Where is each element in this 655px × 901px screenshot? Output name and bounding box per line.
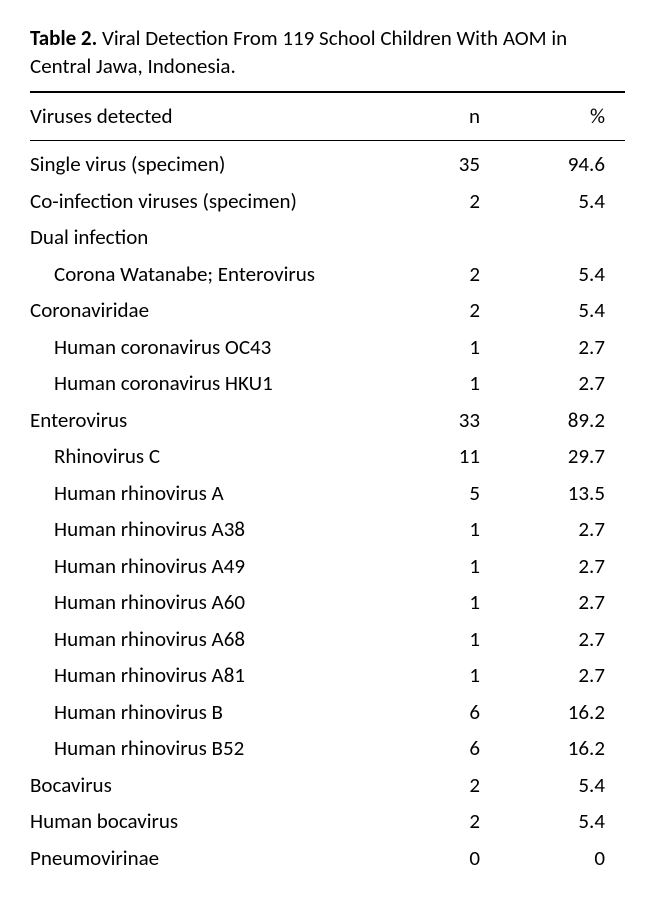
row-n: 1 bbox=[385, 548, 500, 585]
row-n: 1 bbox=[385, 621, 500, 658]
row-pct: 5.4 bbox=[500, 804, 625, 841]
table-row: Rhinovirus C1129.7 bbox=[30, 439, 625, 476]
table-row: Human rhinovirus A3812.7 bbox=[30, 512, 625, 549]
table-row: Dual infection bbox=[30, 220, 625, 257]
row-label: Bocavirus bbox=[30, 767, 385, 804]
row-label: Human coronavirus OC43 bbox=[30, 329, 385, 366]
row-n: 33 bbox=[385, 402, 500, 439]
row-label: Single virus (specimen) bbox=[30, 141, 385, 184]
table-header-row: Viruses detected n % bbox=[30, 92, 625, 141]
row-n: 11 bbox=[385, 439, 500, 476]
row-n: 1 bbox=[385, 329, 500, 366]
col-header-n: n bbox=[385, 92, 500, 141]
table-row: Human bocavirus25.4 bbox=[30, 804, 625, 841]
row-n: 1 bbox=[385, 512, 500, 549]
table-row: Human rhinovirus B52616.2 bbox=[30, 731, 625, 768]
table-row: Human rhinovirus A6012.7 bbox=[30, 585, 625, 622]
row-pct: 2.7 bbox=[500, 512, 625, 549]
row-label: Co-infection viruses (specimen) bbox=[30, 183, 385, 220]
row-n: 2 bbox=[385, 804, 500, 841]
table-title: Viral Detection From 119 School Children… bbox=[30, 25, 567, 79]
row-pct: 2.7 bbox=[500, 585, 625, 622]
table-row: Human rhinovirus A6812.7 bbox=[30, 621, 625, 658]
table-row: Corona Watanabe; Enterovirus25.4 bbox=[30, 256, 625, 293]
table-label: Table 2. bbox=[30, 25, 97, 51]
row-label: Pneumovirinae bbox=[30, 840, 385, 877]
row-label: Human rhinovirus A49 bbox=[30, 548, 385, 585]
table-row: Single virus (specimen)3594.6 bbox=[30, 141, 625, 184]
row-n: 35 bbox=[385, 141, 500, 184]
row-n: 2 bbox=[385, 256, 500, 293]
table-row: Human rhinovirus B616.2 bbox=[30, 694, 625, 731]
row-label: Dual infection bbox=[30, 220, 385, 257]
row-pct: 16.2 bbox=[500, 694, 625, 731]
row-n: 2 bbox=[385, 767, 500, 804]
row-pct: 5.4 bbox=[500, 256, 625, 293]
table-row: Human rhinovirus A513.5 bbox=[30, 475, 625, 512]
row-n: 5 bbox=[385, 475, 500, 512]
row-pct: 29.7 bbox=[500, 439, 625, 476]
row-n: 6 bbox=[385, 694, 500, 731]
virus-detection-table: Viruses detected n % Single virus (speci… bbox=[30, 91, 625, 877]
table-row: Bocavirus25.4 bbox=[30, 767, 625, 804]
table-row: Human coronavirus OC4312.7 bbox=[30, 329, 625, 366]
row-n: 6 bbox=[385, 731, 500, 768]
table-row: Human rhinovirus A4912.7 bbox=[30, 548, 625, 585]
row-n: 1 bbox=[385, 658, 500, 695]
row-pct: 2.7 bbox=[500, 329, 625, 366]
row-label: Human rhinovirus A bbox=[30, 475, 385, 512]
row-pct: 5.4 bbox=[500, 767, 625, 804]
row-pct: 16.2 bbox=[500, 731, 625, 768]
row-pct: 89.2 bbox=[500, 402, 625, 439]
row-pct: 5.4 bbox=[500, 183, 625, 220]
row-n bbox=[385, 220, 500, 257]
row-n: 0 bbox=[385, 840, 500, 877]
table-row: Human coronavirus HKU112.7 bbox=[30, 366, 625, 403]
row-n: 2 bbox=[385, 293, 500, 330]
table-row: Human rhinovirus A8112.7 bbox=[30, 658, 625, 695]
row-label: Human rhinovirus A60 bbox=[30, 585, 385, 622]
row-label: Rhinovirus C bbox=[30, 439, 385, 476]
row-label: Human rhinovirus B bbox=[30, 694, 385, 731]
row-pct: 2.7 bbox=[500, 366, 625, 403]
table-row: Coronaviridae25.4 bbox=[30, 293, 625, 330]
col-header-viruses: Viruses detected bbox=[30, 92, 385, 141]
table-row: Pneumovirinae00 bbox=[30, 840, 625, 877]
row-label: Corona Watanabe; Enterovirus bbox=[30, 256, 385, 293]
row-pct: 13.5 bbox=[500, 475, 625, 512]
row-pct: 2.7 bbox=[500, 621, 625, 658]
row-pct: 5.4 bbox=[500, 293, 625, 330]
row-pct: 0 bbox=[500, 840, 625, 877]
row-label: Human rhinovirus A81 bbox=[30, 658, 385, 695]
row-label: Enterovirus bbox=[30, 402, 385, 439]
row-n: 1 bbox=[385, 585, 500, 622]
row-pct: 2.7 bbox=[500, 548, 625, 585]
row-label: Human coronavirus HKU1 bbox=[30, 366, 385, 403]
row-pct: 94.6 bbox=[500, 141, 625, 184]
row-label: Human rhinovirus A38 bbox=[30, 512, 385, 549]
table-row: Enterovirus3389.2 bbox=[30, 402, 625, 439]
table-caption: Table 2. Viral Detection From 119 School… bbox=[30, 24, 621, 81]
row-label: Coronaviridae bbox=[30, 293, 385, 330]
row-label: Human bocavirus bbox=[30, 804, 385, 841]
row-n: 2 bbox=[385, 183, 500, 220]
row-label: Human rhinovirus B52 bbox=[30, 731, 385, 768]
table-row: Co-infection viruses (specimen)25.4 bbox=[30, 183, 625, 220]
row-pct: 2.7 bbox=[500, 658, 625, 695]
row-pct bbox=[500, 220, 625, 257]
col-header-pct: % bbox=[500, 92, 625, 141]
row-n: 1 bbox=[385, 366, 500, 403]
row-label: Human rhinovirus A68 bbox=[30, 621, 385, 658]
